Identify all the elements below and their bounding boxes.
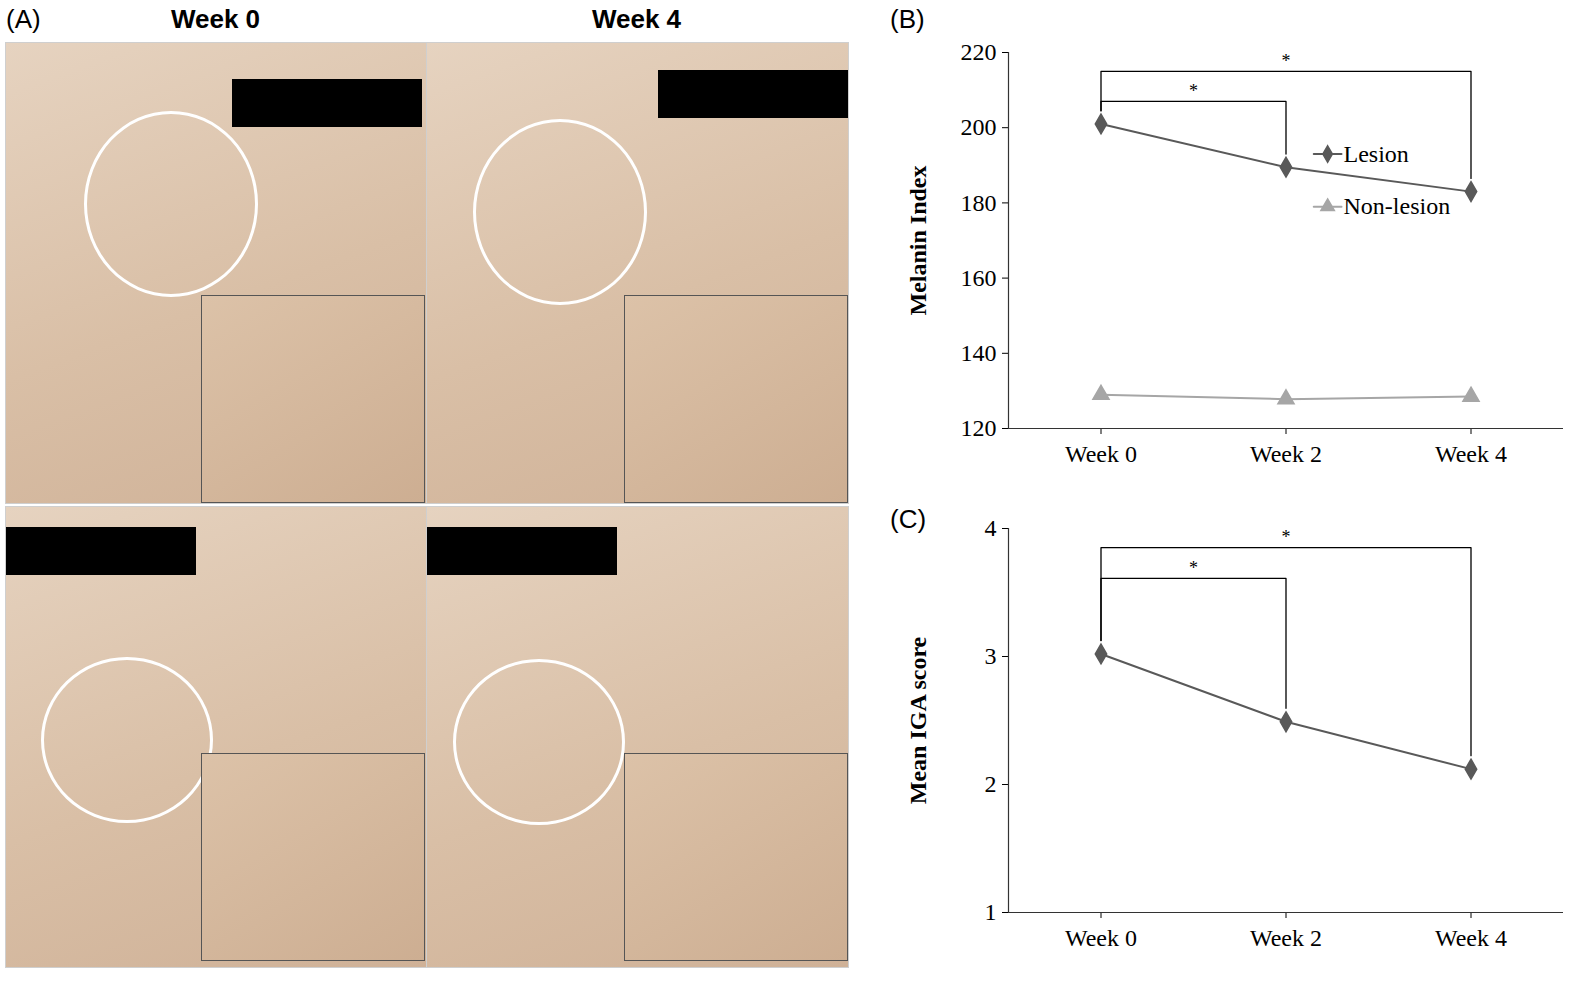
svg-text:Week 2: Week 2 — [1250, 925, 1322, 951]
svg-text:Lesion: Lesion — [1344, 141, 1409, 167]
svg-text:*: * — [1189, 81, 1198, 101]
svg-text:180: 180 — [961, 190, 997, 216]
svg-text:Week 4: Week 4 — [1435, 441, 1507, 467]
svg-text:Week 0: Week 0 — [1065, 441, 1137, 467]
html-text:Week 0: Week 0 — [170, 4, 261, 34]
svg-text:Week 2: Week 2 — [1250, 441, 1322, 467]
svg-text:Melanin Index: Melanin Index — [905, 165, 931, 315]
svg-text:Week 0: Week 0 — [1065, 925, 1137, 951]
svg-text:Mean IGA score: Mean IGA score — [905, 636, 931, 804]
svg-text:120: 120 — [961, 415, 997, 441]
svg-text:160: 160 — [961, 265, 997, 291]
svg-text:2: 2 — [985, 771, 997, 797]
html-text:(A): (A) — [6, 4, 41, 34]
html-text:(B): (B) — [890, 4, 925, 34]
svg-text:Non-lesion: Non-lesion — [1344, 193, 1451, 219]
svg-text:4: 4 — [985, 515, 997, 541]
svg-text:*: * — [1189, 558, 1198, 578]
svg-text:220: 220 — [961, 39, 997, 65]
html-text:(C): (C) — [890, 504, 927, 534]
svg-text:200: 200 — [961, 114, 997, 140]
html-text:Week 4: Week 4 — [591, 4, 682, 34]
svg-text:1: 1 — [985, 899, 997, 925]
svg-text:*: * — [1282, 51, 1291, 71]
svg-text:140: 140 — [961, 340, 997, 366]
svg-text:3: 3 — [985, 643, 997, 669]
svg-text:*: * — [1282, 527, 1291, 547]
svg-text:Week 4: Week 4 — [1435, 925, 1507, 951]
